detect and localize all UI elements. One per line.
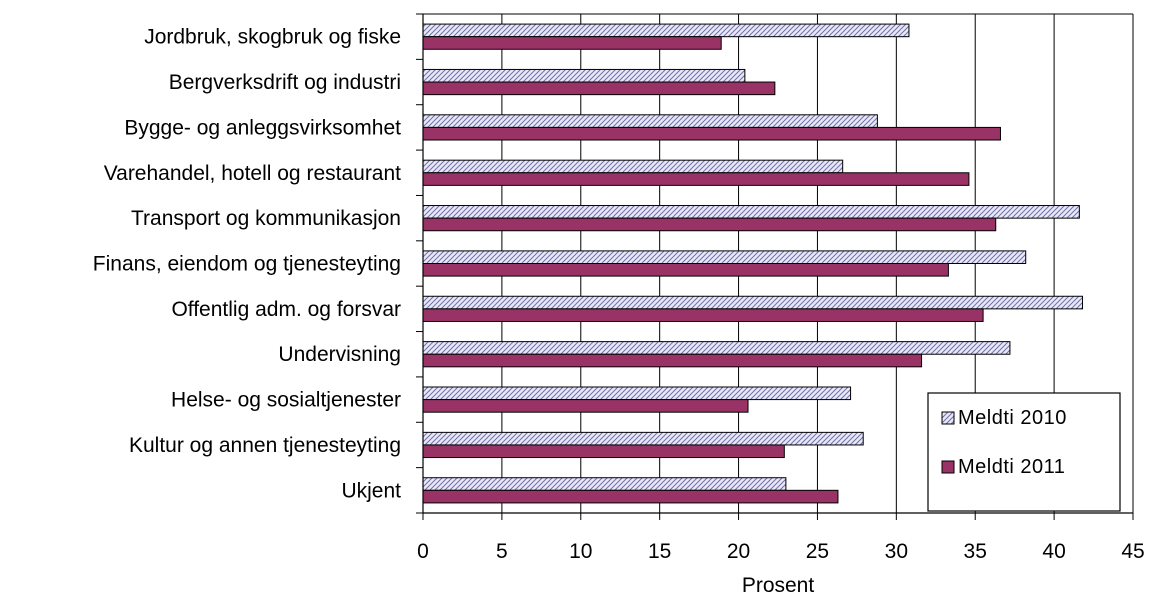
axes	[416, 13, 1134, 520]
category-label: Offentlig adm. og forsvar	[171, 298, 401, 321]
bar-2010	[422, 295, 1084, 310]
category-labels: Jordbruk, skogbruk og fiske Bergverksdrif…	[93, 26, 401, 503]
bar-2010	[422, 477, 787, 491]
category-label: Kultur og annen tjenesteyting	[129, 434, 401, 457]
bar-2011	[422, 399, 749, 413]
bar-2010	[422, 386, 852, 401]
category-label: Bygge- og anleggsvirksomhet	[124, 116, 401, 139]
category-label: Transport og kommunikasjon	[131, 207, 401, 230]
x-tick-labels: 0 5 10 15 20 25 30 35 40 45	[417, 540, 1145, 563]
legend-swatch-2011	[941, 460, 955, 474]
bar-2010	[422, 68, 746, 83]
legend: Meldti 2010 Meldti 2011	[927, 392, 1121, 512]
bar-2011	[422, 217, 997, 232]
category-label: Finans, eiendom og tjenesteyting	[93, 253, 401, 276]
bar-2010	[422, 205, 1080, 219]
bar-2011	[422, 489, 839, 504]
x-tick-label: 10	[569, 540, 592, 563]
bar-2010	[422, 250, 1027, 264]
legend-label: Meldti 2010	[958, 407, 1067, 429]
x-tick-label: 20	[727, 540, 750, 563]
x-tick-label: 5	[496, 540, 508, 563]
category-label: Helse- og sosialtjenester	[171, 389, 401, 412]
bar-2011	[422, 263, 949, 277]
x-tick-label: 40	[1042, 540, 1065, 563]
bar-2010	[422, 431, 864, 446]
category-label: Bergverksdrift og industri	[169, 71, 401, 94]
x-tick-label: 30	[885, 540, 908, 563]
bar-2011	[422, 172, 970, 186]
legend-label: Meldti 2011	[958, 456, 1065, 478]
bar-2011	[422, 308, 984, 322]
category-label: Varehandel, hotell og restaurant	[104, 162, 401, 185]
bar-2011	[422, 353, 923, 368]
bars-group	[422, 23, 1084, 504]
category-label: Ukjent	[341, 479, 401, 502]
legend-swatch-2010	[941, 411, 955, 425]
bar-2011	[422, 36, 722, 50]
x-tick-label: 25	[806, 540, 829, 563]
legend-box	[927, 392, 1121, 512]
bar-2011	[422, 444, 785, 459]
bar-2010	[422, 159, 844, 174]
x-tick-label: 15	[648, 540, 671, 563]
x-tick-label: 35	[964, 540, 987, 563]
category-label: Jordbruk, skogbruk og fiske	[144, 26, 401, 49]
category-label: Undervisning	[278, 343, 401, 366]
bar-2010	[422, 114, 878, 128]
bar-2011	[422, 81, 776, 96]
x-tick-label: 0	[417, 540, 429, 563]
bar-2010	[422, 341, 1011, 355]
bar-2011	[422, 126, 1001, 141]
bar-2010	[422, 23, 910, 38]
x-tick-label: 45	[1121, 540, 1144, 563]
x-axis-title: Prosent	[742, 574, 815, 597]
